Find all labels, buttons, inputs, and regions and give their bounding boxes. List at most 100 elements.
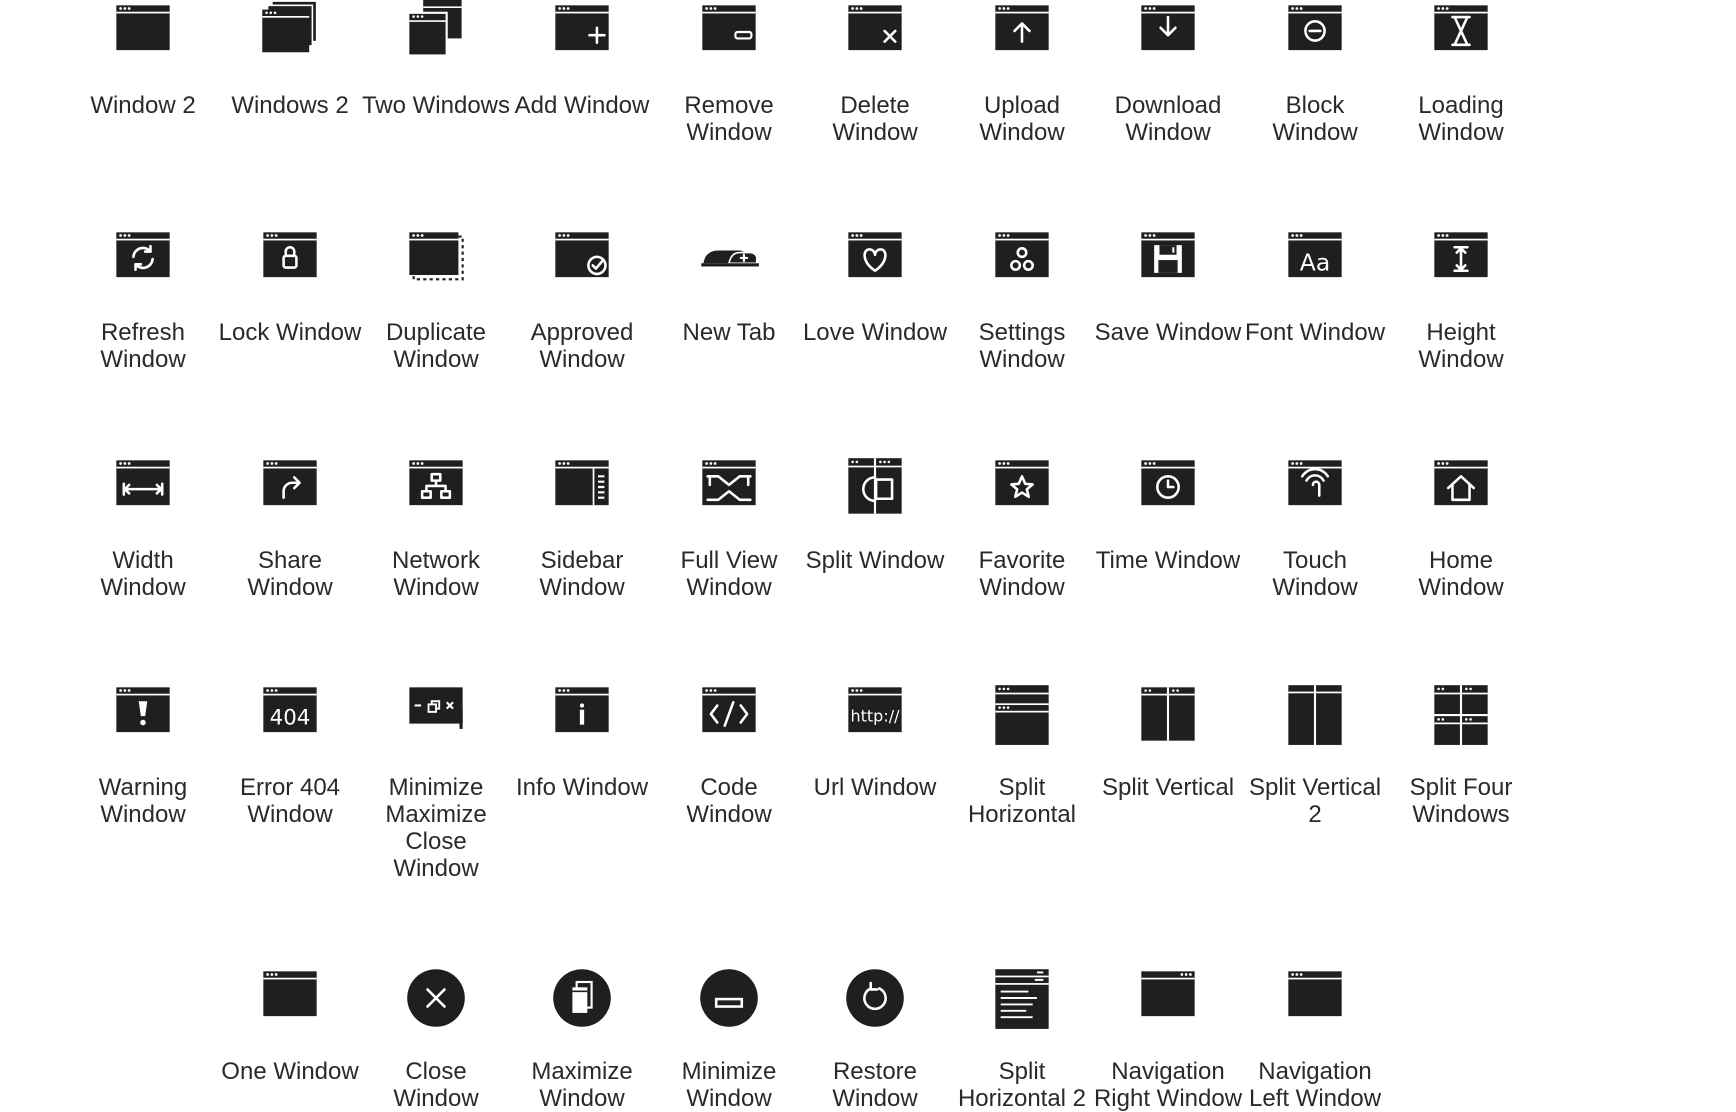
icon-label: Split Vertical 2: [1248, 774, 1382, 828]
icon-tile: Time Window: [1086, 455, 1250, 574]
sidebar-window-icon: [555, 460, 609, 506]
split-horizontal-icon: [995, 685, 1049, 745]
favorite-window-icon: [995, 460, 1049, 506]
icon-label: Minimize Window: [681, 1058, 777, 1112]
icon-tile: 404 Error 404 Window: [208, 682, 372, 828]
icon-label: Window 2: [90, 92, 196, 119]
icon-tile: Refresh Window: [61, 227, 225, 373]
icon-tile: Loading Window: [1379, 0, 1543, 146]
icon-tile: Network Window: [354, 455, 518, 601]
upload-window-icon: [995, 5, 1049, 51]
save-window-icon: [1141, 232, 1195, 278]
icon-tile: Lock Window: [208, 227, 372, 346]
block-window-icon: [1288, 5, 1342, 51]
icon-label: Remove Window: [684, 92, 774, 146]
split-horizontal-2-icon: [995, 969, 1049, 1029]
time-window-icon: [1141, 460, 1195, 506]
full-view-window-icon: [702, 460, 756, 506]
icon-label: Windows 2: [231, 92, 349, 119]
icon-tile: One Window: [208, 966, 372, 1085]
icon-label: Navigation Right Window: [1093, 1058, 1243, 1112]
settings-window-icon: [995, 232, 1049, 278]
icon-tile: Download Window: [1086, 0, 1250, 146]
icon-label: Time Window: [1095, 547, 1241, 574]
svg-text:Aa: Aa: [1300, 249, 1330, 277]
icon-label: Url Window: [813, 774, 937, 801]
icon-label: Restore Window: [832, 1058, 918, 1112]
share-window-icon: [263, 460, 317, 506]
icon-label: Full View Window: [680, 547, 778, 601]
icon-label: Width Window: [100, 547, 186, 601]
icon-tile: Maximize Window: [500, 966, 664, 1112]
icon-label: Maximize Window: [531, 1058, 633, 1112]
icon-tile: Duplicate Window: [354, 227, 518, 373]
network-window-icon: [409, 460, 463, 506]
icon-label: Share Window: [247, 547, 333, 601]
icon-tile: Split Window: [793, 455, 957, 574]
icon-tile: Code Window: [647, 682, 811, 828]
refresh-window-icon: [116, 232, 170, 278]
icon-tile: Favorite Window: [940, 455, 1104, 601]
home-window-icon: [1434, 460, 1488, 506]
icon-tile: Full View Window: [647, 455, 811, 601]
icon-label: Loading Window: [1418, 92, 1504, 146]
minimize-window-icon: [700, 969, 758, 1027]
icon-label: Duplicate Window: [385, 319, 487, 373]
icon-label: Love Window: [802, 319, 948, 346]
close-window-icon: [407, 969, 465, 1027]
windows-2-icon: [262, 0, 318, 53]
icon-tile: Minimize Window: [647, 966, 811, 1112]
icon-label: New Tab: [682, 319, 776, 346]
delete-window-icon: [848, 5, 902, 51]
loading-window-icon: [1434, 5, 1488, 51]
icon-label: Refresh Window: [100, 319, 186, 373]
icon-tile: http:// Url Window: [793, 682, 957, 801]
icon-tile: Touch Window: [1233, 455, 1397, 601]
navigation-right-window-icon: [1141, 971, 1195, 1017]
one-window-icon: [263, 971, 317, 1017]
icon-label: Favorite Window: [978, 547, 1066, 601]
icon-tile: Block Window: [1233, 0, 1397, 146]
icon-tile: Info Window: [500, 682, 664, 801]
icon-label: Navigation Left Window: [1248, 1058, 1382, 1112]
icon-tile: Sidebar Window: [500, 455, 664, 601]
icon-label: Block Window: [1272, 92, 1358, 146]
icon-tile: Restore Window: [793, 966, 957, 1112]
icon-label: Settings Window: [978, 319, 1066, 373]
icon-tile: Love Window: [793, 227, 957, 346]
icon-tile: Window 2: [61, 0, 225, 119]
warning-window-icon: [116, 687, 170, 733]
icon-tile: Split Horizontal 2: [940, 966, 1104, 1112]
icon-label: Approved Window: [530, 319, 634, 373]
maximize-window-icon: [553, 969, 611, 1027]
url-window-icon: http://: [848, 687, 902, 733]
icon-tile: Close Window: [354, 966, 518, 1112]
icon-label: Save Window: [1094, 319, 1242, 346]
svg-text:404: 404: [270, 706, 311, 731]
icon-tile: Navigation Left Window: [1233, 966, 1397, 1112]
icon-label: Two Windows: [361, 92, 511, 119]
icon-tile: Remove Window: [647, 0, 811, 146]
lock-window-icon: [263, 232, 317, 278]
download-window-icon: [1141, 5, 1195, 51]
icon-tile: New Tab: [647, 227, 811, 346]
icon-tile: Delete Window: [793, 0, 957, 146]
icon-tile: Aa Font Window: [1233, 227, 1397, 346]
font-window-icon: Aa: [1288, 232, 1342, 278]
icon-tile: Split Vertical: [1086, 682, 1250, 801]
icon-tile: Add Window: [500, 0, 664, 119]
icon-tile: Upload Window: [940, 0, 1104, 146]
icon-tile: Height Window: [1379, 227, 1543, 373]
icon-label: Split Horizontal 2: [957, 1058, 1087, 1112]
icon-label: Info Window: [515, 774, 649, 801]
add-window-icon: [555, 5, 609, 51]
icon-tile: Save Window: [1086, 227, 1250, 346]
minimize-maximize-close-window-icon: [409, 687, 463, 729]
width-window-icon: [116, 460, 170, 506]
two-windows-icon: [407, 0, 462, 57]
icon-label: Height Window: [1418, 319, 1504, 373]
window-2-icon: [116, 5, 170, 51]
split-window-icon: [848, 458, 902, 514]
icon-label: Sidebar Window: [539, 547, 625, 601]
